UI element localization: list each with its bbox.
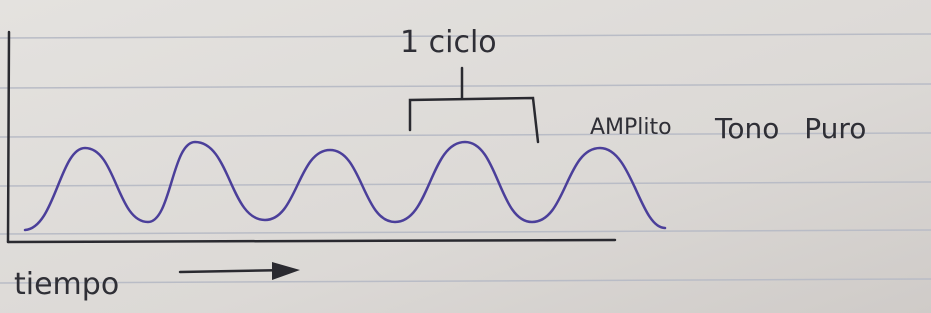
vertical-axis <box>8 32 9 242</box>
page: {"labels": {"cycle": "1 ciclo", "amplitu… <box>0 0 931 313</box>
time-label: tiempo <box>14 267 119 302</box>
amplitude-label: AMPlito <box>590 115 672 140</box>
cycle-label: 1 ciclo <box>400 25 497 60</box>
tone-label: Tono Puro <box>714 112 866 145</box>
notebook-sketch: 1 ciclo AMPlito Tono Puro tiempo <box>0 0 931 313</box>
